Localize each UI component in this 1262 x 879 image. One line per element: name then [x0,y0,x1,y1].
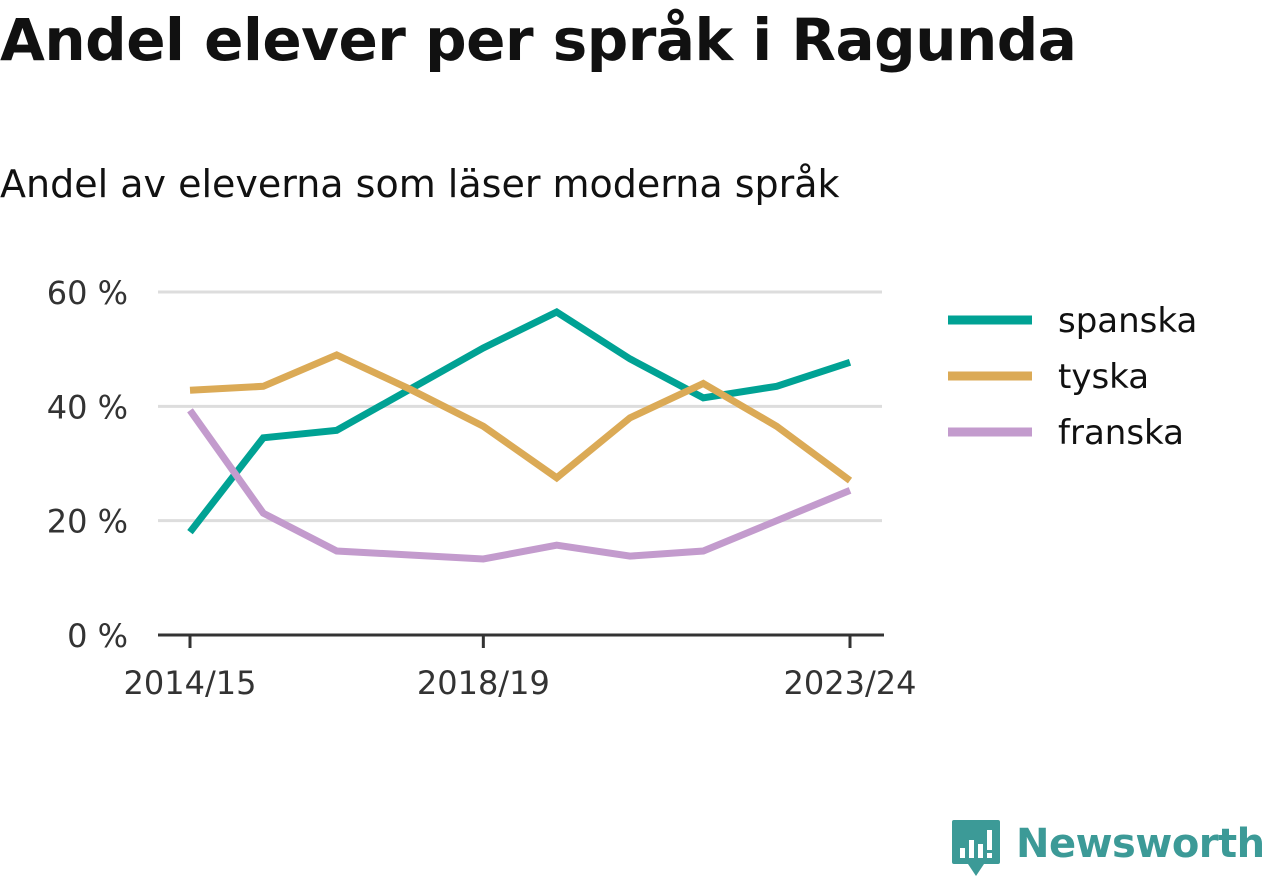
y-axis-labels: 0 % 20 % 40 % 60 % [47,274,128,655]
series-line-franska [187,408,852,563]
x-tick-label: 2023/24 [784,664,917,702]
legend-label-franska: franska [1058,413,1184,453]
legend: spanska tyska franska [948,301,1197,453]
x-tick-label: 2018/19 [417,664,550,702]
legend-label-tyska: tyska [1058,357,1149,397]
brand-footer: Newsworthy [950,818,1262,878]
series-line-tyska [189,351,853,484]
legend-label-spanska: spanska [1058,301,1197,341]
y-tick-label: 0 % [67,617,128,655]
y-tick-label: 40 % [47,388,128,426]
chart-subtitle: Andel av eleverna som läser moderna språ… [0,162,840,206]
x-axis-labels: 2014/15 2018/19 2023/24 [124,664,917,702]
x-axis [158,633,884,648]
chart-title: Andel elever per språk i Ragunda [0,6,1077,74]
series-line-spanska [187,307,852,535]
x-tick-label: 2014/15 [124,664,257,702]
bar-chart-speech-bubble-icon [952,820,1000,876]
brand-name: Newsworthy [1016,821,1262,867]
series-lines [187,307,853,563]
y-tick-label: 60 % [47,274,128,312]
y-tick-label: 20 % [47,503,128,541]
